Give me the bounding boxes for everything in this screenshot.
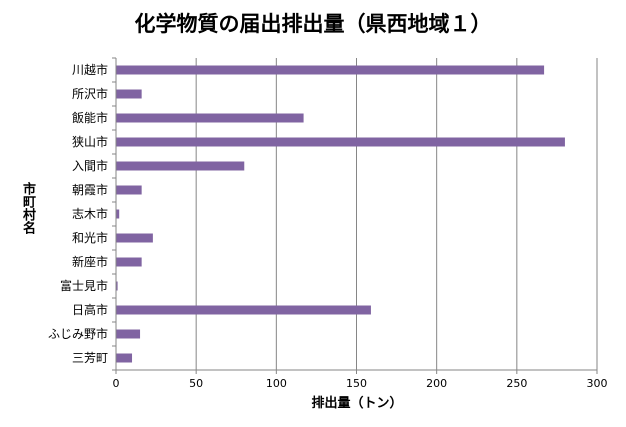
category-label: 所沢市 [72,86,108,101]
category-label: 飯能市 [72,110,108,125]
bar-0[interactable] [116,65,545,75]
category-label: 和光市 [72,230,108,245]
x-tick-label: 300 [587,377,608,390]
category-label: 日高市 [72,302,108,317]
category-label: ふじみ野市 [48,326,108,341]
category-label: 志木市 [72,206,108,221]
category-label: 入間市 [72,158,108,173]
category-label: 川越市 [72,62,108,77]
category-label: 富士見市 [60,278,108,293]
x-tick-label: 200 [426,377,447,390]
bar-1[interactable] [116,89,142,99]
bar-12[interactable] [116,353,133,363]
x-tick-label: 100 [266,377,287,390]
bar-5[interactable] [116,185,142,195]
x-tick-label: 50 [189,377,203,390]
bar-2[interactable] [116,113,304,123]
bar-8[interactable] [116,257,142,267]
bar-10[interactable] [116,305,371,315]
x-axis-label: 排出量（トン） [311,396,403,411]
category-label: 朝霞市 [72,182,108,197]
category-label: 新座市 [72,254,108,269]
category-label: 三芳町 [72,351,108,365]
bar-9[interactable] [116,281,118,291]
x-tick-label: 250 [506,377,527,390]
bar-7[interactable] [116,233,153,243]
y-axis-label: 市町村名 [20,182,35,234]
x-tick-label: 0 [113,377,120,390]
x-tick-label: 150 [346,377,367,390]
category-label: 狭山市 [72,134,108,149]
bar-3[interactable] [116,137,565,147]
chart-title: 化学物質の届出排出量（県西地域１） [134,12,492,36]
bar-11[interactable] [116,329,141,339]
bar-4[interactable] [116,161,245,171]
bar-6[interactable] [116,209,120,219]
